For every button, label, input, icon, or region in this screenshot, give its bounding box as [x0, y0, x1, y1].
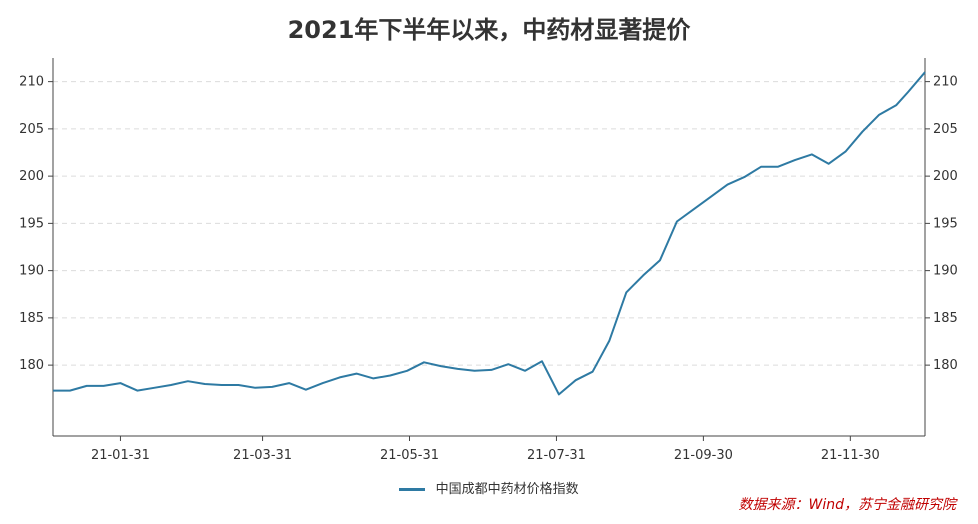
y-tick-label-left: 200	[19, 169, 44, 184]
y-tick-label-left: 210	[19, 75, 44, 90]
legend[interactable]: 中国成都中药材价格指数	[0, 478, 978, 497]
axes	[52, 58, 926, 437]
y-tick-label-right: 205	[933, 122, 958, 137]
y-tick-label-right: 185	[933, 311, 958, 326]
y-tick-label-left: 185	[19, 311, 44, 326]
x-axis-ticks: 21-01-31 21-03-31 21-05-31 21-07-31 21-09-30…	[91, 436, 880, 463]
legend-swatch	[399, 488, 426, 491]
chart-title: 2021年下半年以来，中药材显著提价	[287, 16, 691, 44]
x-tick-label: 21-09-30	[674, 448, 733, 463]
x-tick-label: 21-07-31	[527, 448, 586, 463]
y-tick-label-right: 190	[933, 264, 958, 279]
x-tick-label: 21-01-31	[91, 448, 150, 463]
y-axis-right-ticks: 180 185 190 195 200 205 210	[925, 75, 958, 373]
y-tick-label-left: 205	[19, 122, 44, 137]
y-tick-label-right: 200	[933, 169, 958, 184]
y-tick-label-right: 210	[933, 75, 958, 90]
source-note: 数据来源：Wind，苏宁金融研究院	[738, 497, 957, 513]
y-tick-label-left: 190	[19, 264, 44, 279]
series-line	[53, 71, 926, 396]
y-axis-left-ticks: 180 185 190 195 200 205 210	[19, 75, 53, 373]
series-layer	[53, 71, 926, 396]
y-tick-label-right: 195	[933, 216, 958, 231]
legend-label: 中国成都中药材价格指数	[435, 482, 579, 497]
y-tick-label-left: 180	[19, 358, 44, 373]
gridlines	[53, 81, 925, 366]
y-tick-label-left: 195	[19, 216, 44, 231]
x-tick-label: 21-05-31	[380, 448, 439, 463]
y-tick-label-right: 180	[933, 358, 958, 373]
x-tick-label: 21-03-31	[233, 448, 292, 463]
x-tick-label: 21-11-30	[821, 448, 880, 463]
